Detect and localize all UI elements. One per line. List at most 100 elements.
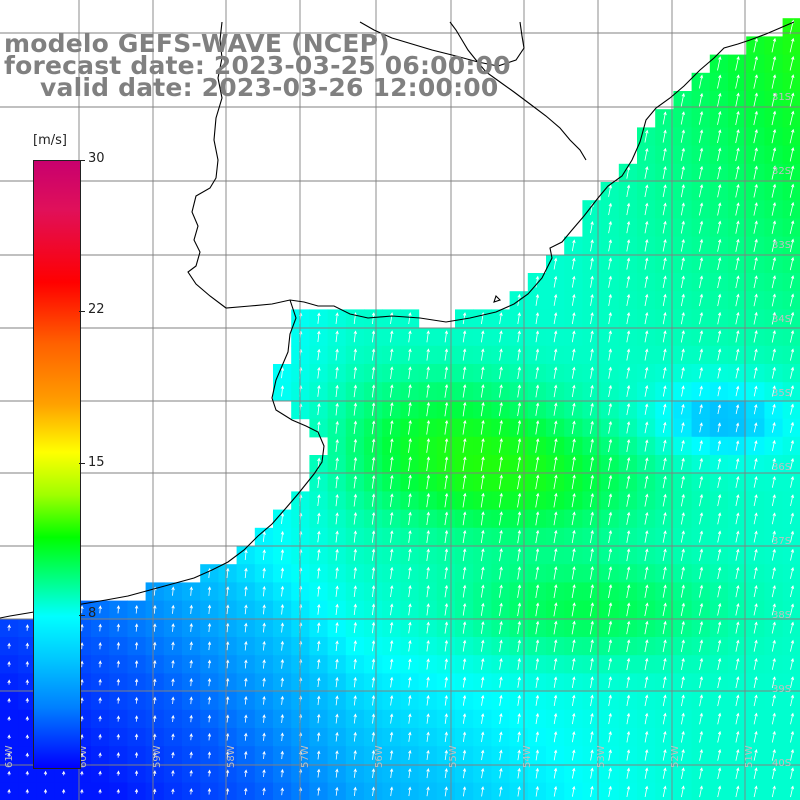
wind-arrow [280,787,284,796]
wind-arrow [644,403,649,415]
wind-arrow [517,384,521,398]
wind-arrow [389,749,394,760]
wind-arrow [789,201,795,216]
wind-arrow [626,275,631,288]
wind-arrow [371,585,376,598]
wind-arrow [353,731,357,742]
wind-arrow [517,492,522,508]
wind-arrow [626,366,631,379]
wind-arrow [626,257,631,270]
wind-arrow [353,493,358,507]
wind-arrow [662,129,667,143]
wind-arrow [735,694,740,707]
wind-arrow [771,220,777,234]
wind-arrow [189,733,193,741]
wind-arrow [353,402,358,416]
wind-arrow [753,165,758,180]
wind-arrow [608,366,612,379]
wind-arrow [408,786,412,797]
wind-arrow [389,768,394,778]
wind-arrow [753,694,758,707]
latitude-label: 33S [772,240,791,251]
wind-arrow [80,697,84,704]
wind-arrow [517,438,522,453]
wind-arrow [662,166,667,179]
wind-arrow [499,620,503,635]
wind-arrow [662,566,667,580]
wind-arrow [717,730,722,743]
wind-arrow [553,330,558,343]
wind-arrow [553,257,558,270]
wind-arrow [80,623,84,632]
wind-arrow [553,366,558,379]
wind-arrow [262,585,266,597]
wind-arrow [608,584,613,599]
wind-arrow [626,767,631,779]
wind-arrow [225,586,230,597]
wind-arrow [699,639,704,652]
wind-arrow [444,419,449,435]
wind-arrow [426,548,430,561]
wind-arrow [717,275,722,289]
wind-arrow [590,257,594,270]
wind-arrow [462,749,467,761]
wind-arrow [335,768,339,778]
wind-arrow [353,713,357,724]
wind-arrow [244,769,248,777]
wind-arrow [608,184,612,197]
wind-arrow [280,640,285,651]
wind-arrow [426,639,430,652]
wind-arrow [608,620,613,635]
wind-arrow [753,712,758,725]
wind-arrow [335,731,339,742]
wind-arrow [444,511,449,526]
wind-arrow [444,768,448,779]
wind-arrow [517,749,521,761]
wind-arrow [626,602,631,617]
wind-arrow [571,566,576,580]
wind-arrow [153,715,157,722]
wind-arrow [644,421,649,434]
wind-arrow [371,312,376,325]
wind-arrow [535,384,540,398]
wind-arrow [462,548,467,562]
wind-arrow [662,220,667,234]
wind-arrow [444,348,449,361]
wind-arrow [371,456,376,471]
wind-arrow [590,731,594,743]
wind-arrow [789,311,795,325]
wind-arrow [25,697,29,703]
wind-arrow [317,567,321,579]
wind-arrow [571,657,576,670]
wind-arrow [25,660,30,667]
wind-arrow [390,566,394,579]
latitude-label: 36S [772,462,791,473]
wind-arrow [771,56,777,71]
wind-arrow [262,750,266,759]
wind-arrow [207,787,212,795]
wind-arrow [572,731,576,743]
wind-arrow [662,512,667,525]
wind-arrow [98,733,102,740]
wind-arrow [717,257,722,270]
wind-arrow [535,312,540,325]
wind-arrow [335,585,339,597]
wind-arrow [426,419,431,435]
wind-arrow [735,311,740,325]
wind-arrow [608,330,612,343]
wind-arrow [189,751,193,759]
wind-arrow [426,366,430,380]
wind-arrow [225,714,230,723]
wind-arrow [499,731,503,743]
wind-arrow [444,474,449,490]
wind-arrow [681,457,685,470]
wind-arrow [717,457,722,470]
wind-arrow [571,511,576,526]
wind-arrow [790,530,795,543]
wind-arrow [771,330,776,343]
wind-arrow [153,696,157,704]
wind-arrow [335,457,339,471]
wind-arrow [499,548,503,562]
wind-arrow [644,785,649,797]
wind-arrow [644,220,649,234]
